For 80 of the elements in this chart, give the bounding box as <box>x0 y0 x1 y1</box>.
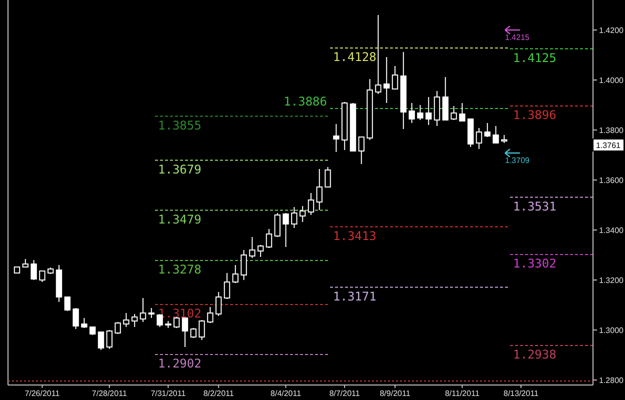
x-tick-label: 8/11/2011 <box>444 389 480 398</box>
candlestick <box>224 272 230 300</box>
candlestick <box>434 90 440 126</box>
candlestick <box>215 292 222 316</box>
ref-line-label: 1.3413 <box>333 228 376 243</box>
candlestick <box>392 66 398 90</box>
candlestick <box>257 244 264 258</box>
candlestick <box>148 308 155 318</box>
candlestick <box>291 206 298 228</box>
y-tick-label: 1.3800 <box>599 126 624 135</box>
candlestick <box>425 96 432 126</box>
annotation: 1.3709 <box>505 156 530 165</box>
candlestick <box>173 316 180 328</box>
candlestick <box>114 322 121 334</box>
x-tick-label: 8/13/2011 <box>504 389 540 398</box>
candlestick <box>207 306 214 324</box>
candlestick <box>459 102 466 122</box>
candlestick <box>316 168 323 210</box>
candlestick <box>39 270 46 282</box>
text: 1.3761 <box>596 140 622 150</box>
ref-line-label: 1.3302 <box>513 256 556 270</box>
y-tick-label: 1.3400 <box>599 226 624 235</box>
y-tick-label: 1.4200 <box>599 26 624 35</box>
ref-line-label: 1.3171 <box>333 289 376 304</box>
y-tick-label: 1.2800 <box>599 376 624 385</box>
candlestick <box>417 104 424 120</box>
candlestick <box>383 56 390 104</box>
candlestick <box>131 314 138 328</box>
candlestick <box>72 308 79 330</box>
candlestick <box>375 14 382 94</box>
x-tick-label: 8/7/2011 <box>329 389 360 398</box>
ref-line-label: 1.3531 <box>513 199 556 214</box>
y-tick-label: 1.3200 <box>599 276 624 285</box>
candlestick <box>106 330 113 350</box>
x-tick-label: 8/2/2011 <box>203 389 234 398</box>
candlestick <box>240 250 247 280</box>
candlestick <box>249 236 256 258</box>
candlestick <box>190 328 197 338</box>
candlestick <box>476 128 482 150</box>
ref-line-label: 1.4128 <box>333 50 376 64</box>
ref-line-label: 1.3886 <box>284 94 327 108</box>
candlestick <box>30 260 37 280</box>
candlestick <box>408 102 415 124</box>
ref-line-label: 1.3479 <box>158 212 202 226</box>
candlestick <box>442 76 449 120</box>
candlestick <box>274 212 281 238</box>
candlestick <box>484 122 491 138</box>
ref-line-label: 1.2938 <box>513 348 556 362</box>
candlestick <box>282 212 289 248</box>
y-tick-label: 1.3600 <box>599 176 624 185</box>
candlestick <box>450 106 457 120</box>
candlestick <box>64 296 71 312</box>
candlestick <box>140 298 146 322</box>
candlestick <box>123 312 130 328</box>
x-tick-label: 8/4/2011 <box>270 389 302 398</box>
y-tick-label: 1.3000 <box>599 326 624 335</box>
candlestick <box>308 192 314 216</box>
y-tick-label: 1.4000 <box>599 76 624 85</box>
candlestick <box>266 228 272 248</box>
ref-line-label: 1.3896 <box>513 108 556 122</box>
ref-line-label: 1.3679 <box>158 162 202 176</box>
ref-line-label: 1.3278 <box>158 262 202 276</box>
x-tick-label: 7/31/2011 <box>150 389 186 398</box>
ref-line-label: 1.4125 <box>513 50 556 65</box>
x-tick-label: 7/26/2011 <box>24 389 60 398</box>
candlestick <box>358 136 365 164</box>
candlestick <box>182 318 188 348</box>
candlestick <box>232 264 239 284</box>
ref-line-label: 1.2902 <box>158 356 202 370</box>
candlestick <box>333 124 340 152</box>
ref-line-label: 1.3855 <box>158 118 202 132</box>
candlestick <box>324 166 331 188</box>
x-tick-label: 8/9/2011 <box>380 389 411 398</box>
candlestick <box>299 206 306 222</box>
candlestick <box>492 126 499 144</box>
candlestick <box>81 318 88 328</box>
candlestick <box>198 320 205 340</box>
x-tick-label: 7/28/2011 <box>92 389 128 398</box>
annotation: 1.4215 <box>505 33 530 42</box>
candlestick <box>98 332 104 350</box>
